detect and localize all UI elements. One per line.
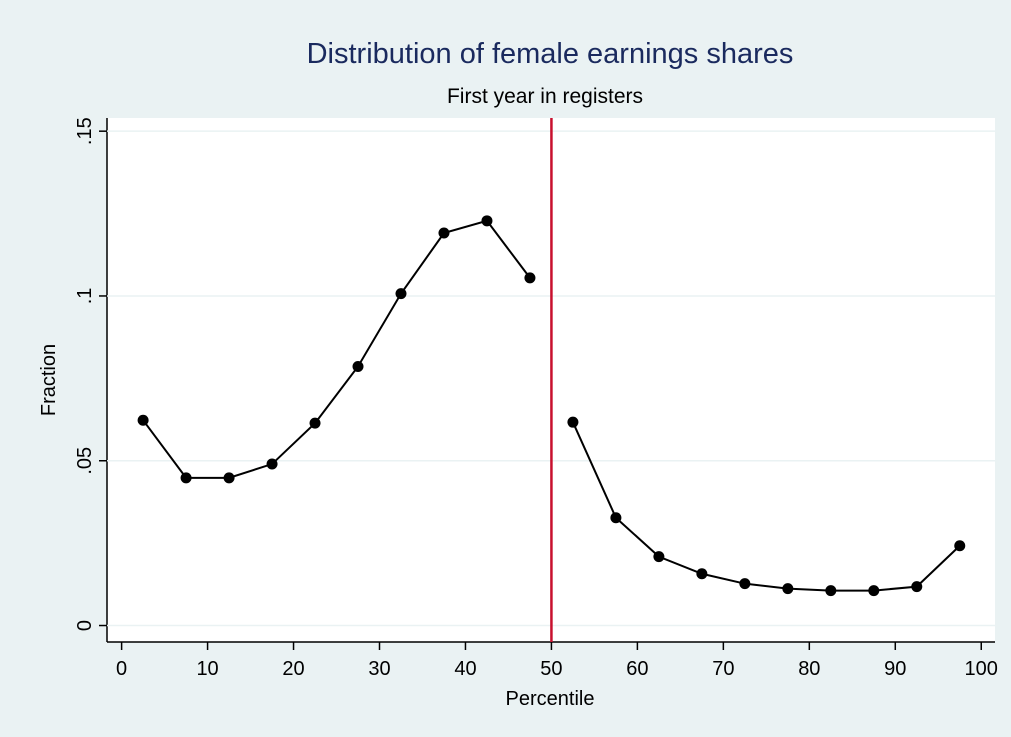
y-tick-label: 0 <box>74 620 96 631</box>
data-point <box>524 272 536 284</box>
data-point <box>352 360 364 372</box>
x-tick-label: 40 <box>454 658 476 680</box>
data-point <box>868 585 880 597</box>
data-point <box>567 416 579 428</box>
x-tick-label: 90 <box>884 658 906 680</box>
data-point <box>180 472 192 484</box>
data-point <box>137 414 149 426</box>
chart-title: Distribution of female earnings shares <box>307 38 794 70</box>
data-point <box>266 458 278 470</box>
data-point <box>782 583 794 595</box>
data-point <box>696 568 708 580</box>
x-axis-label: Percentile <box>506 688 595 710</box>
series-line <box>142 219 961 592</box>
data-point <box>825 585 837 597</box>
data-point <box>739 578 751 590</box>
chart-subtitle: First year in registers <box>447 85 643 108</box>
data-point <box>653 551 665 563</box>
data-point <box>911 581 923 593</box>
data-point <box>309 417 321 429</box>
x-tick-label: 20 <box>282 658 304 680</box>
x-tick-label: 100 <box>965 658 998 680</box>
data-point <box>438 227 450 239</box>
data-point <box>954 540 966 552</box>
data-point <box>610 512 622 524</box>
x-tick-label: 30 <box>368 658 390 680</box>
data-point <box>395 288 407 300</box>
x-tick-label: 60 <box>626 658 648 680</box>
x-tick-label: 10 <box>196 658 218 680</box>
y-tick-label: .15 <box>74 117 96 145</box>
x-tick-label: 50 <box>540 658 562 680</box>
x-tick-label: 0 <box>116 658 127 680</box>
data-point <box>223 472 235 484</box>
y-tick-label: .1 <box>74 288 96 305</box>
x-tick-label: 70 <box>712 658 734 680</box>
y-tick-label: .05 <box>74 447 96 475</box>
y-axis-label: Fraction <box>38 344 60 416</box>
data-point <box>481 215 493 227</box>
x-tick-label: 80 <box>798 658 820 680</box>
